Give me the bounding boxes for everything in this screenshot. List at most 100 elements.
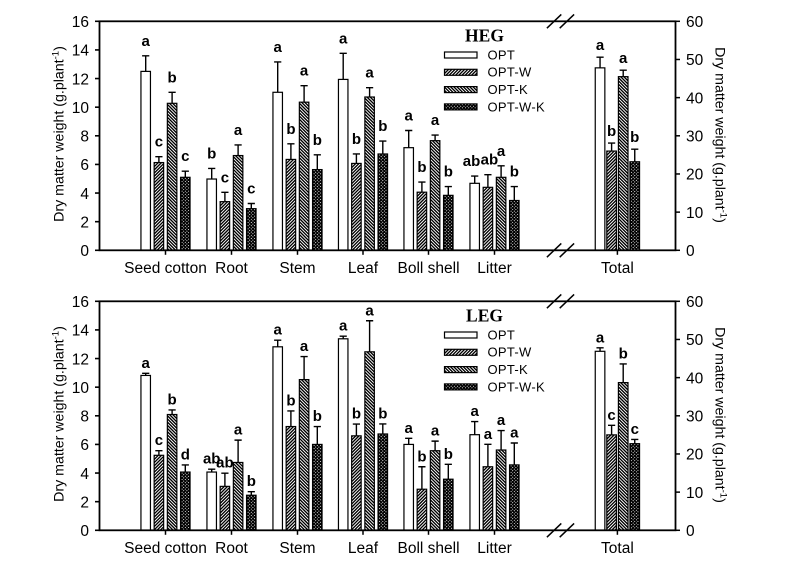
svg-text:b: b [444,164,453,181]
svg-text:0: 0 [686,243,695,260]
svg-text:b: b [286,392,295,409]
svg-text:a: a [497,412,506,429]
svg-text:40: 40 [686,90,704,107]
svg-text:OPT-W-K: OPT-W-K [488,99,545,114]
svg-text:30: 30 [686,409,704,426]
svg-text:Dry matter weight (g.plant-1): Dry matter weight (g.plant-1) [712,327,729,503]
svg-text:c: c [181,148,189,165]
svg-text:c: c [607,407,615,424]
svg-text:a: a [234,422,243,439]
svg-text:ab: ab [481,152,499,169]
svg-text:60: 60 [686,14,704,31]
svg-text:a: a [405,420,414,437]
svg-text:10: 10 [686,485,704,502]
svg-text:a: a [431,423,440,440]
svg-text:a: a [300,338,309,355]
svg-text:Leaf: Leaf [348,540,379,557]
svg-text:c: c [155,134,163,151]
svg-text:Dry matter weight (g.plant-1): Dry matter weight (g.plant-1) [712,47,729,223]
svg-text:a: a [300,63,309,80]
svg-text:0: 0 [80,243,89,260]
svg-text:c: c [631,421,639,438]
svg-text:d: d [181,446,190,463]
svg-text:b: b [417,448,426,465]
svg-text:a: a [365,302,374,319]
svg-text:Leaf: Leaf [348,260,379,277]
svg-text:b: b [619,345,628,362]
svg-text:HEG: HEG [465,26,504,46]
svg-text:LEG: LEG [466,306,503,326]
svg-text:50: 50 [686,52,704,69]
svg-text:2: 2 [80,214,89,231]
svg-text:a: a [596,37,605,54]
svg-text:Stem: Stem [279,540,315,557]
svg-text:8: 8 [80,409,89,426]
svg-text:12: 12 [72,351,89,368]
svg-text:OPT-W-K: OPT-W-K [488,379,545,394]
svg-text:OPT-W: OPT-W [488,65,533,80]
svg-text:8: 8 [80,129,89,146]
svg-text:b: b [313,408,322,425]
svg-text:Total: Total [601,260,634,277]
svg-text:b: b [168,69,177,86]
svg-text:b: b [630,129,639,146]
svg-text:OPT: OPT [488,47,516,62]
svg-text:b: b [510,164,519,181]
svg-text:20: 20 [686,167,704,184]
svg-text:10: 10 [72,100,90,117]
svg-text:14: 14 [72,323,90,340]
svg-text:2: 2 [80,494,89,511]
svg-text:0: 0 [686,523,695,540]
svg-text:a: a [142,33,151,50]
svg-text:c: c [247,181,255,198]
svg-text:6: 6 [80,437,89,454]
svg-text:a: a [497,143,506,160]
svg-text:a: a [339,318,348,335]
svg-text:ab: ab [463,153,481,170]
svg-text:b: b [444,446,453,463]
svg-text:40: 40 [686,370,704,387]
svg-text:a: a [405,108,414,125]
svg-text:a: a [596,329,605,346]
svg-text:a: a [484,426,493,443]
svg-text:b: b [286,121,295,138]
svg-text:b: b [352,131,361,148]
svg-text:a: a [274,322,283,339]
svg-text:a: a [142,355,151,372]
svg-text:b: b [378,405,387,422]
svg-text:ab: ab [203,451,221,468]
svg-text:Total: Total [601,540,634,557]
svg-text:Litter: Litter [477,540,511,557]
svg-text:Boll shell: Boll shell [397,540,459,557]
svg-text:OPT-K: OPT-K [488,82,529,97]
svg-text:b: b [607,123,616,140]
svg-text:b: b [378,118,387,135]
svg-text:6: 6 [80,157,89,174]
svg-text:b: b [168,391,177,408]
svg-text:10: 10 [686,205,704,222]
svg-text:Litter: Litter [477,260,511,277]
svg-text:a: a [234,122,243,139]
svg-text:a: a [274,39,283,56]
svg-text:Root: Root [215,540,248,557]
svg-text:a: a [471,403,480,420]
svg-text:b: b [207,145,216,162]
svg-text:20: 20 [686,447,704,464]
svg-text:0: 0 [80,523,89,540]
svg-text:30: 30 [686,129,704,146]
svg-text:a: a [365,65,374,82]
svg-text:Dry matter weight (g.plant-1): Dry matter weight (g.plant-1) [51,326,68,502]
svg-text:Stem: Stem [279,260,315,277]
svg-text:b: b [247,473,256,490]
svg-text:Seed cotton: Seed cotton [124,260,207,277]
svg-text:a: a [510,424,519,441]
svg-text:c: c [155,432,163,449]
svg-text:50: 50 [686,332,704,349]
svg-text:ab: ab [216,455,234,472]
svg-text:4: 4 [80,466,89,483]
svg-text:12: 12 [72,71,89,88]
svg-text:Boll shell: Boll shell [397,260,459,277]
svg-text:a: a [339,30,348,47]
svg-text:b: b [417,159,426,176]
svg-text:b: b [352,406,361,423]
